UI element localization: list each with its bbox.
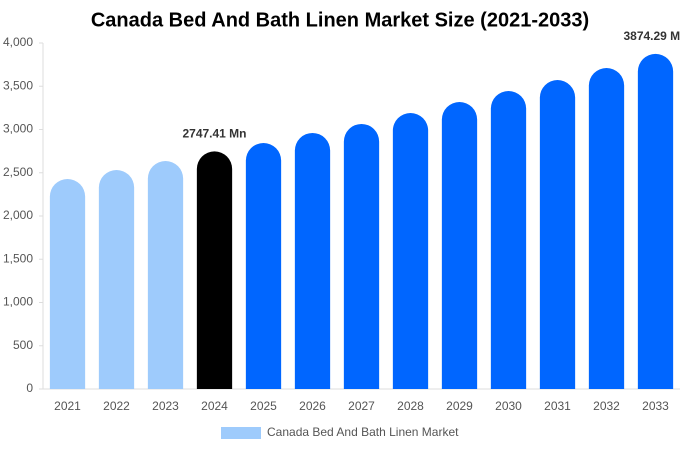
bar xyxy=(441,101,478,390)
x-tick-label: 2021 xyxy=(54,399,81,413)
bar xyxy=(637,53,674,389)
x-tick-label: 2027 xyxy=(348,399,375,413)
bar xyxy=(490,91,527,390)
y-tick-label: 2,000 xyxy=(3,208,33,222)
legend-swatch xyxy=(221,427,261,439)
x-tick-label: 2025 xyxy=(250,399,277,413)
y-tick-label: 1,500 xyxy=(3,251,33,265)
bar xyxy=(196,151,233,389)
bar xyxy=(98,169,135,389)
y-tick-label: 2,500 xyxy=(3,165,33,179)
bar xyxy=(343,123,380,390)
bar xyxy=(49,178,86,389)
x-tick-label: 2028 xyxy=(397,399,424,413)
chart-title: Canada Bed And Bath Linen Market Size (2… xyxy=(91,9,589,31)
bar xyxy=(147,160,184,389)
x-tick-label: 2029 xyxy=(446,399,473,413)
bar xyxy=(392,112,429,389)
y-tick-label: 4,000 xyxy=(3,35,33,49)
bar xyxy=(588,67,625,390)
x-tick-label: 2032 xyxy=(593,399,620,413)
y-tick-label: 3,500 xyxy=(3,78,33,92)
bar xyxy=(245,142,282,389)
legend-label: Canada Bed And Bath Linen Market xyxy=(267,425,459,439)
x-tick-label: 2030 xyxy=(495,399,522,413)
y-tick-label: 3,000 xyxy=(3,122,33,136)
x-tick-label: 2026 xyxy=(299,399,326,413)
value-label: 3874.29 Mn xyxy=(623,29,680,43)
value-label: 2747.41 Mn xyxy=(182,127,246,141)
y-tick-label: 0 xyxy=(26,381,33,395)
bar xyxy=(294,132,331,389)
x-tick-label: 2023 xyxy=(152,399,179,413)
x-tick-label: 2022 xyxy=(103,399,130,413)
x-tick-label: 2031 xyxy=(544,399,571,413)
bar xyxy=(539,80,576,390)
y-tick-label: 500 xyxy=(13,338,33,352)
y-tick-label: 1,000 xyxy=(3,295,33,309)
x-tick-label: 2033 xyxy=(642,399,669,413)
x-tick-label: 2024 xyxy=(201,399,228,413)
